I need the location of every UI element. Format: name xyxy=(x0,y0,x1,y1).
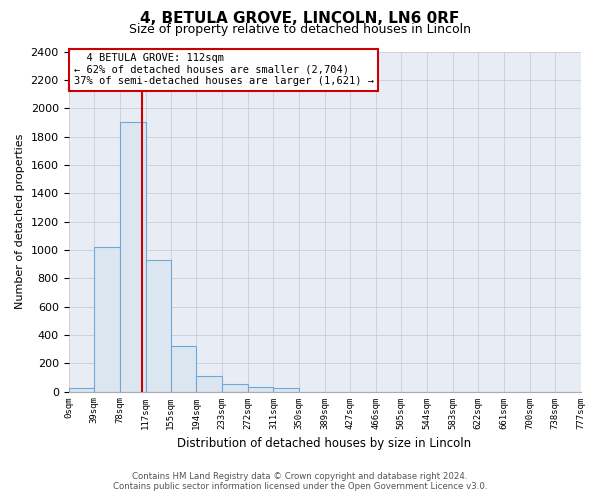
Text: Contains HM Land Registry data © Crown copyright and database right 2024.
Contai: Contains HM Land Registry data © Crown c… xyxy=(113,472,487,491)
Bar xyxy=(120,122,146,392)
Text: 4 BETULA GROVE: 112sqm
← 62% of detached houses are smaller (2,704)
37% of semi-: 4 BETULA GROVE: 112sqm ← 62% of detached… xyxy=(74,53,374,86)
Bar xyxy=(146,260,170,392)
Bar xyxy=(196,376,222,392)
Bar xyxy=(248,388,274,392)
Text: 4, BETULA GROVE, LINCOLN, LN6 0RF: 4, BETULA GROVE, LINCOLN, LN6 0RF xyxy=(140,11,460,26)
Bar xyxy=(68,388,94,392)
Bar xyxy=(274,388,299,392)
Text: Size of property relative to detached houses in Lincoln: Size of property relative to detached ho… xyxy=(129,22,471,36)
Bar xyxy=(170,346,196,392)
Y-axis label: Number of detached properties: Number of detached properties xyxy=(15,134,25,309)
Bar xyxy=(94,247,120,392)
Bar xyxy=(222,384,248,392)
X-axis label: Distribution of detached houses by size in Lincoln: Distribution of detached houses by size … xyxy=(178,437,472,450)
